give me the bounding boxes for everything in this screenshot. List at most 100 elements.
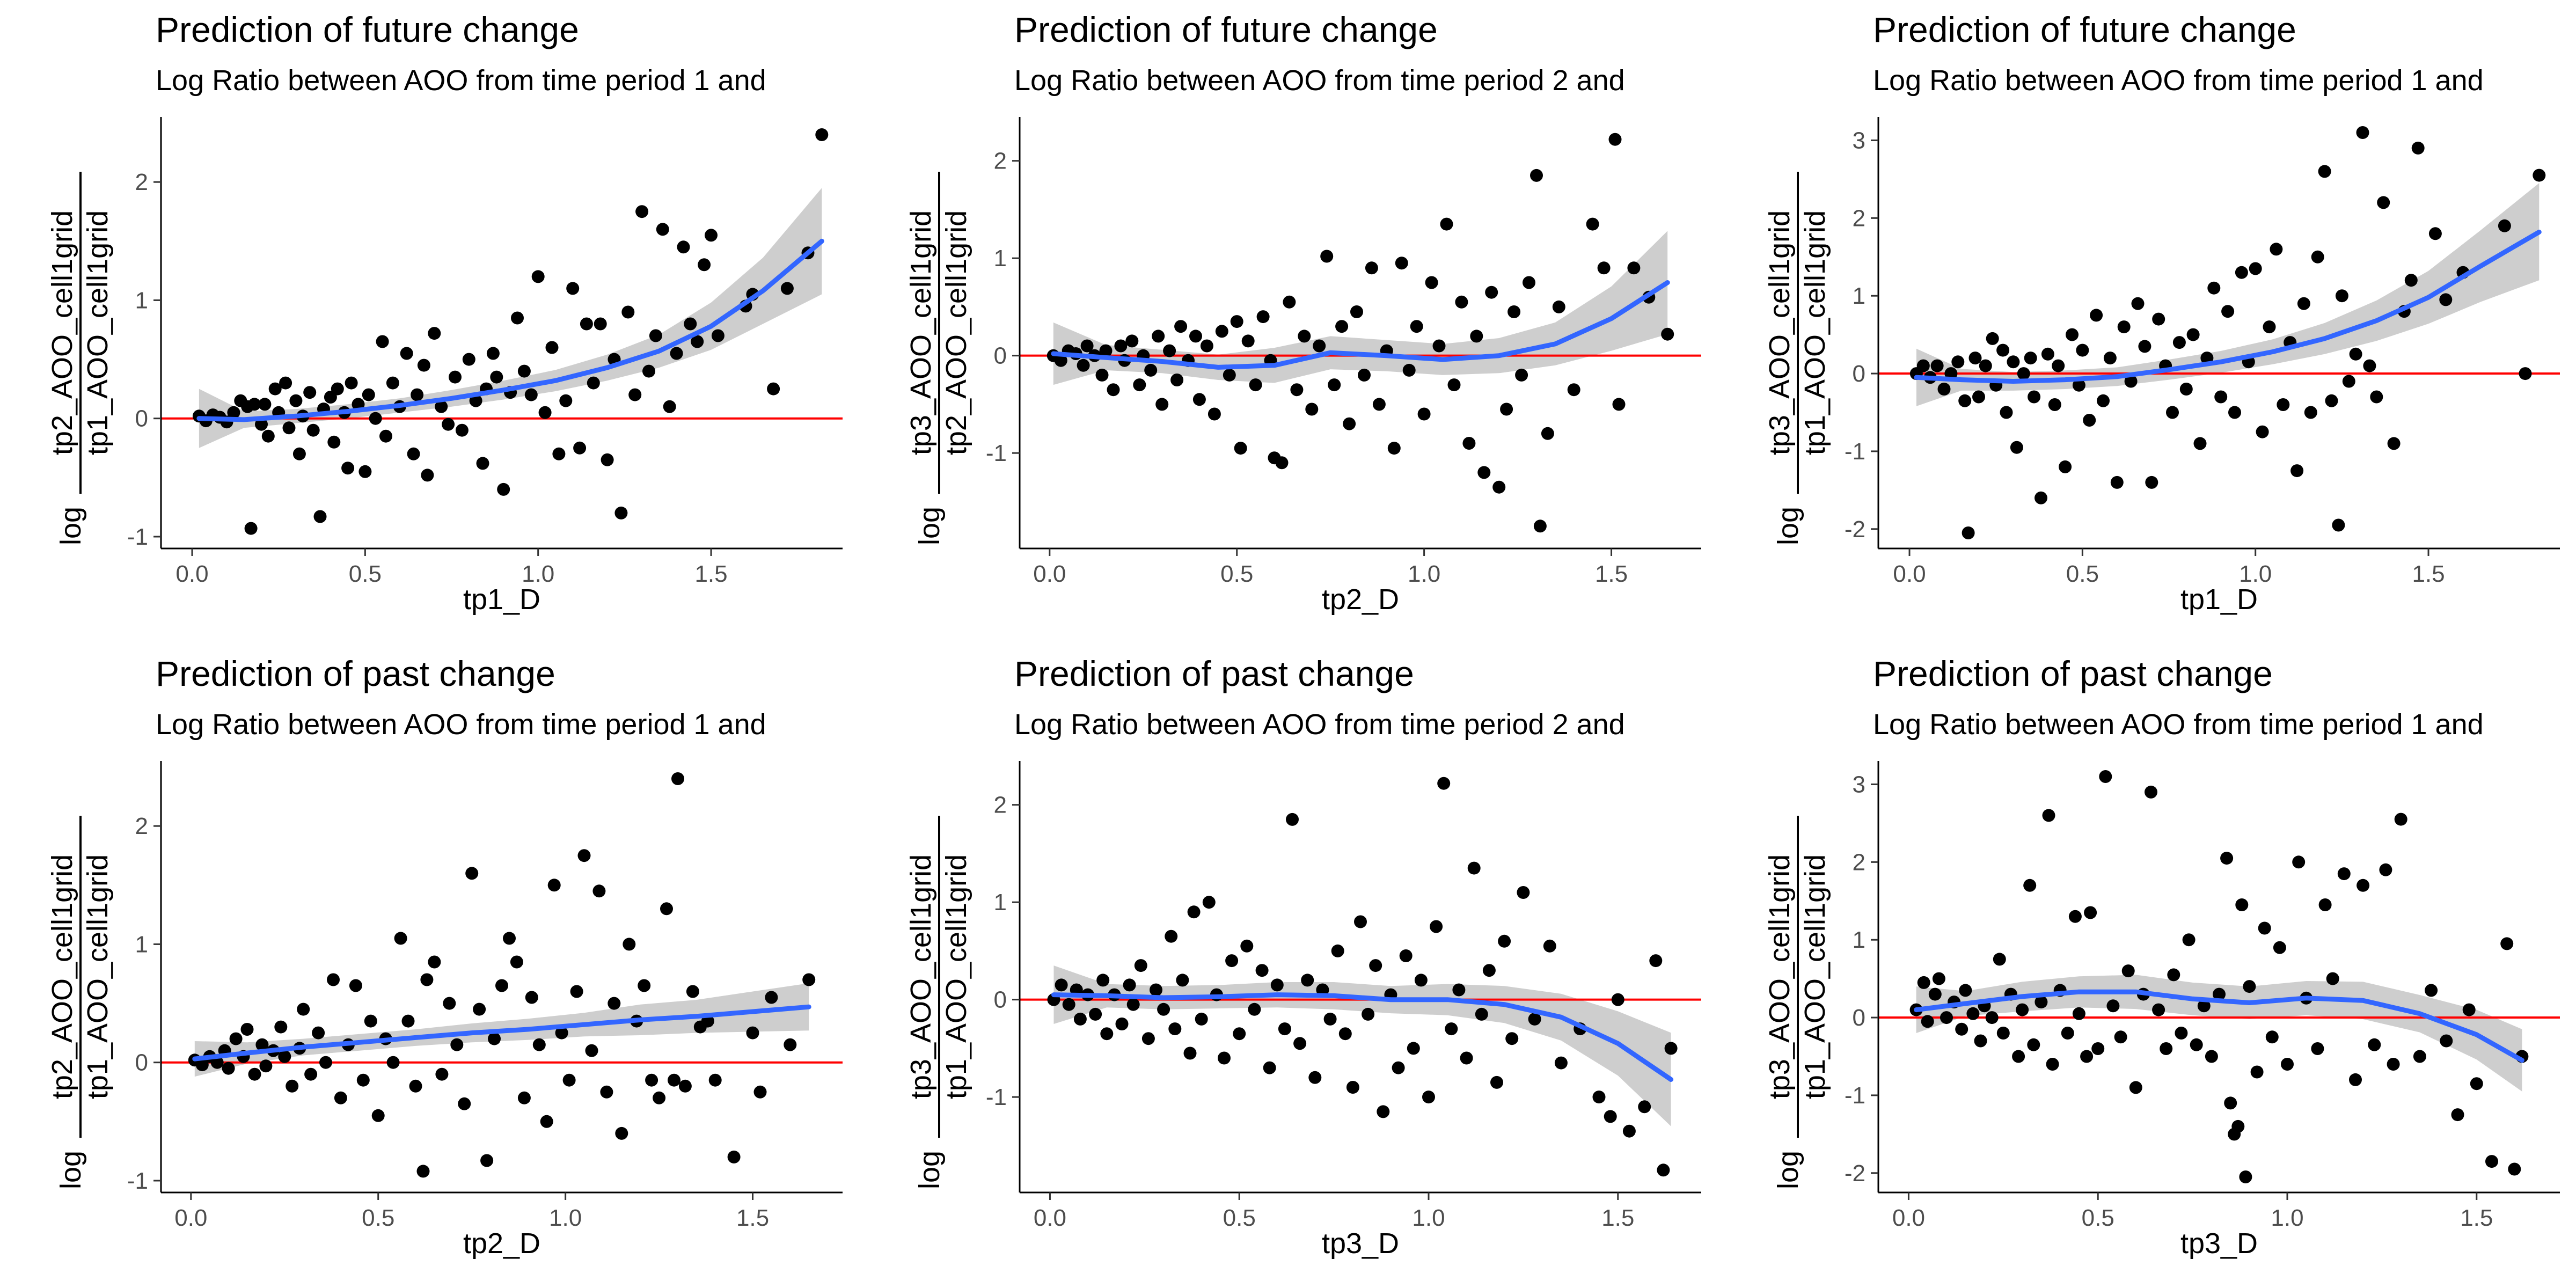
data-point [600,1085,613,1099]
data-points [1047,777,1678,1177]
data-point [1123,978,1136,992]
data-point [1517,886,1530,899]
y-tick-label: 0 [135,1050,148,1076]
data-point [2046,1058,2059,1071]
data-point [552,447,566,460]
data-point [2335,289,2348,303]
y-axis-label: log tp3_AOO_cell1grid tp1_AOO_cell1grid [1763,816,1831,1189]
data-point [1470,330,1483,343]
data-point [2277,398,2290,411]
data-point [2016,1003,2029,1016]
data-point [1157,1002,1170,1016]
data-point [1592,1091,1606,1104]
data-point [407,447,420,460]
data-point [1115,1018,1129,1030]
data-point [1972,390,1985,404]
data-point [195,1058,209,1072]
data-point [1611,993,1624,1006]
data-point [282,421,296,435]
data-point [2235,266,2248,279]
data-point [1192,393,1206,406]
data-point [1240,939,1254,953]
data-point [2498,219,2511,232]
y-tick-label: -2 [1845,1160,1865,1187]
data-point [2439,293,2453,306]
data-point [1407,1042,1420,1055]
data-point [376,335,389,348]
confidence-band [1053,231,1668,385]
data-point [2377,196,2390,209]
data-point [428,327,441,340]
data-point [1612,398,1626,411]
x-tick-label: 0.5 [2082,1205,2114,1231]
data-point [1249,378,1262,392]
data-point [349,979,362,992]
data-point [2326,972,2339,985]
data-point [1195,1012,1208,1026]
chart-title: Prediction of past change [1873,654,2273,693]
data-point [1270,978,1284,992]
data-point [2292,855,2306,869]
data-point [2152,312,2165,326]
data-point [306,423,320,437]
y-tick-label: 2 [1853,205,1865,231]
x-tick-label: 1.0 [522,561,554,587]
data-point [1305,402,1319,416]
x-tick-label: 1.5 [694,561,727,587]
data-point [1215,325,1228,338]
smooth-fit-line [192,1004,811,1062]
data-point [473,1002,486,1016]
x-axis-label: tp3_D [1322,1227,1399,1260]
data-point [248,1067,261,1081]
data-point [2076,343,2089,357]
data-point [1974,1034,1987,1048]
data-point [1414,974,1428,987]
panel-past-change-tp1-tp2: Prediction of past change Log Ratio betwe… [0,644,859,1288]
y-tick-label: 0 [994,987,1007,1013]
data-point [1358,368,1371,382]
panel-past-change-tp1-tp3: Prediction of past change Log Ratio betwe… [1717,644,2576,1288]
data-point [1951,355,1965,369]
smooth-fit-line [196,238,824,422]
data-point [1993,953,2006,966]
data-point [1530,169,1543,182]
data-point [1425,276,1438,289]
data-point [677,240,690,254]
data-point [2311,250,2324,264]
data-point [540,1115,553,1128]
data-point [1432,339,1446,353]
data-point [601,453,614,466]
data-point [1917,976,1930,989]
data-point [2214,390,2228,404]
data-point [331,382,344,396]
y-axis-label: log tp2_AOO_cell1grid tp1_AOO_cell1grid [46,816,114,1189]
data-point [240,1023,254,1036]
data-point [2379,863,2392,876]
data-point [580,317,593,331]
data-point [615,1126,628,1140]
data-point [1507,305,1521,318]
data-point [369,412,382,425]
data-point [746,1026,759,1040]
data-point [2224,1096,2237,1110]
data-point [2428,227,2442,240]
data-point [2179,383,2193,396]
data-point [678,1079,692,1093]
data-point [416,1165,430,1178]
data-point [668,1073,680,1087]
data-point [417,358,430,372]
data-point [2124,375,2138,388]
chart-subtitle: Log Ratio between AOO from time period 1… [156,708,766,741]
data-point [1234,442,1247,455]
data-point [2235,898,2249,911]
x-axis-label: tp1_D [463,583,540,616]
x-tick-label: 0.0 [1033,561,1066,587]
data-point [1482,964,1496,977]
data-point [2028,390,2041,404]
data-point [2012,1050,2025,1063]
data-point [1278,1022,1291,1036]
data-point [1467,861,1481,875]
data-point [1331,944,1344,957]
data-point [656,223,669,236]
data-point [1218,1051,1231,1065]
